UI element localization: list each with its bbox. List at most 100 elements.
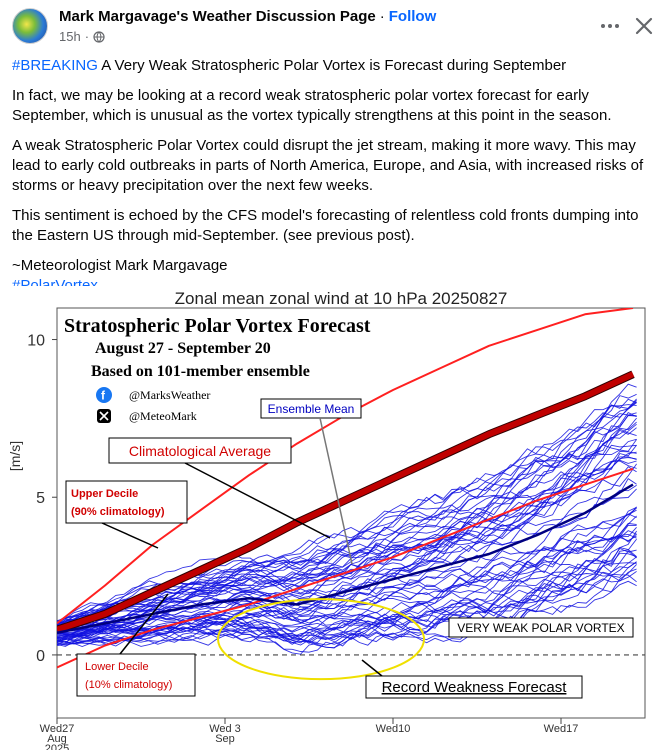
ensemble-member-line [57, 533, 637, 639]
plot-area [56, 307, 646, 719]
paragraph-1: In fact, we may be looking at a record w… [12, 86, 657, 126]
x-tick-label: 2025 [45, 743, 69, 750]
facebook-icon [96, 387, 112, 403]
post-header: Mark Margavage's Weather Discussion Page… [0, 0, 665, 52]
y-tick-label: 0 [36, 648, 45, 665]
x-tick-label: Wed27 [40, 723, 75, 735]
lower-decile-label-2: (10% climatology) [85, 679, 172, 691]
lower-decile-pointer [119, 593, 169, 655]
climatological-average-label-box [108, 437, 292, 464]
lower-decile-line [57, 467, 634, 669]
facebook-handle: f @MarksWeather [96, 387, 210, 403]
paragraph-1-line-1: In fact, we may be looking at a record w… [12, 87, 589, 104]
chart-title: Zonal mean zonal wind at 10 hPa 20250827 [175, 289, 508, 308]
very-weak-label-box [448, 617, 634, 638]
ensemble-mean-label: Ensemble Mean [268, 402, 355, 416]
ensemble-member-line [57, 383, 637, 622]
paragraph-2-line-2: lead to early cold outbreaks in parts of… [12, 157, 644, 174]
ensemble-member-line [57, 522, 637, 635]
facebook-handle-text: @MarksWeather [129, 388, 210, 402]
x-tick-label: Wed 3 [209, 723, 241, 735]
facebook-icon-glyph: f [101, 389, 106, 403]
climatological-average-line [57, 371, 635, 633]
lower-decile-label-box [76, 653, 196, 697]
ensemble-member-line [57, 580, 637, 647]
globe-icon [93, 30, 105, 43]
y-tick-5: 5 [36, 490, 57, 507]
y-tick-10: 10 [27, 333, 57, 350]
ensemble-member-line [57, 438, 637, 631]
ensemble-mean-pointer [319, 417, 353, 565]
lower-decile-label-1: Lower Decile [85, 661, 149, 673]
x-handle-text: @MeteoMark [129, 409, 197, 423]
ensemble-member-line [57, 393, 637, 624]
x-tick-label: Wed17 [544, 723, 579, 735]
ensemble-member-line [57, 398, 637, 625]
ensemble-member-line [57, 556, 637, 653]
follow-button[interactable]: Follow [388, 8, 437, 25]
paragraph-2: A weak Stratospheric Polar Vortex could … [12, 136, 657, 196]
x-tick-label: Aug [47, 733, 67, 745]
climatological-average-pointer [184, 462, 331, 539]
upper-decile-label-box [65, 480, 188, 524]
signature: ~Meteorologist Mark Margavage [12, 257, 228, 274]
ensemble-member-line [57, 450, 637, 629]
record-weakness-label-box [365, 675, 583, 699]
ensemble-mean-label-box [260, 398, 362, 419]
record-weakness-label: Record Weakness Forecast [382, 679, 568, 696]
ensemble-member-line [57, 414, 637, 624]
x-tick: Wed17 [544, 718, 579, 735]
upper-decile-label-2: (90% climatology) [71, 506, 165, 518]
paragraph-3-line-2: the Eastern US through mid-September. (s… [12, 227, 415, 244]
x-handle: @MeteoMark [97, 409, 197, 423]
polar-vortex-chart: Zonal mean zonal wind at 10 hPa 20250827… [0, 286, 665, 750]
ensemble-member-line [57, 530, 637, 639]
post-meta: 15h · [59, 29, 105, 44]
ensemble-member-line [57, 488, 637, 635]
ensemble-member-line [57, 412, 637, 626]
chart-image[interactable]: Zonal mean zonal wind at 10 hPa 20250827… [0, 286, 665, 750]
very-weak-label: VERY WEAK POLAR VORTEX [457, 621, 624, 635]
avatar[interactable] [12, 8, 48, 44]
x-tick-label: Sep [215, 733, 235, 745]
record-weakness-ellipse [217, 598, 425, 681]
ensemble-member-line [57, 571, 637, 647]
climatological-average-label: Climatological Average [129, 443, 271, 459]
record-weakness-pointer [361, 659, 383, 677]
ensemble-member-line [57, 530, 637, 642]
paragraph-1-line-2: September, which is unusual as the vorte… [12, 107, 612, 124]
y-tick-0: 0 [36, 648, 57, 665]
upper-decile-label-1: Upper Decile [71, 488, 138, 500]
post-text: #BREAKING A Very Weak Stratospheric Pola… [12, 56, 657, 296]
page-name-row: Mark Margavage's Weather Discussion Page… [59, 8, 436, 25]
post-time[interactable]: 15h [59, 29, 81, 44]
separator: · [379, 8, 385, 25]
paragraph-2-line-3: storms or heavy precipitation over the n… [12, 177, 373, 194]
upper-decile-pointer [101, 522, 159, 549]
y-axis-ticks: 10 5 0 [27, 333, 57, 665]
y-tick-label: 5 [36, 490, 45, 507]
paragraph-3: This sentiment is echoed by the CFS mode… [12, 206, 657, 246]
paragraph-3-line-1: This sentiment is echoed by the CFS mode… [12, 207, 639, 224]
more-options-icon[interactable] [598, 14, 622, 38]
x-logo-glyph [99, 411, 109, 421]
meta-separator: · [84, 29, 90, 44]
ensemble-members [57, 383, 637, 655]
x-tick: Wed10 [376, 718, 411, 735]
y-axis-label: [m/s] [7, 441, 23, 471]
paragraph-2-line-1: A weak Stratospheric Polar Vortex could … [12, 137, 636, 154]
overlay-subtitle-ensemble: Based on 101-member ensemble [91, 363, 310, 380]
close-icon[interactable] [632, 14, 656, 38]
x-tick-label: Wed10 [376, 723, 411, 735]
headline: A Very Weak Stratospheric Polar Vortex i… [97, 57, 567, 74]
overlay-title: Stratospheric Polar Vortex Forecast [64, 315, 371, 337]
hashtag-breaking[interactable]: #BREAKING [12, 57, 98, 74]
y-tick-label: 10 [27, 333, 45, 350]
headline-paragraph: #BREAKING A Very Weak Stratospheric Pola… [12, 56, 657, 76]
ensemble-member-line [57, 568, 637, 647]
page-name[interactable]: Mark Margavage's Weather Discussion Page [59, 8, 376, 25]
overlay-subtitle-dates: August 27 - September 20 [95, 340, 271, 357]
